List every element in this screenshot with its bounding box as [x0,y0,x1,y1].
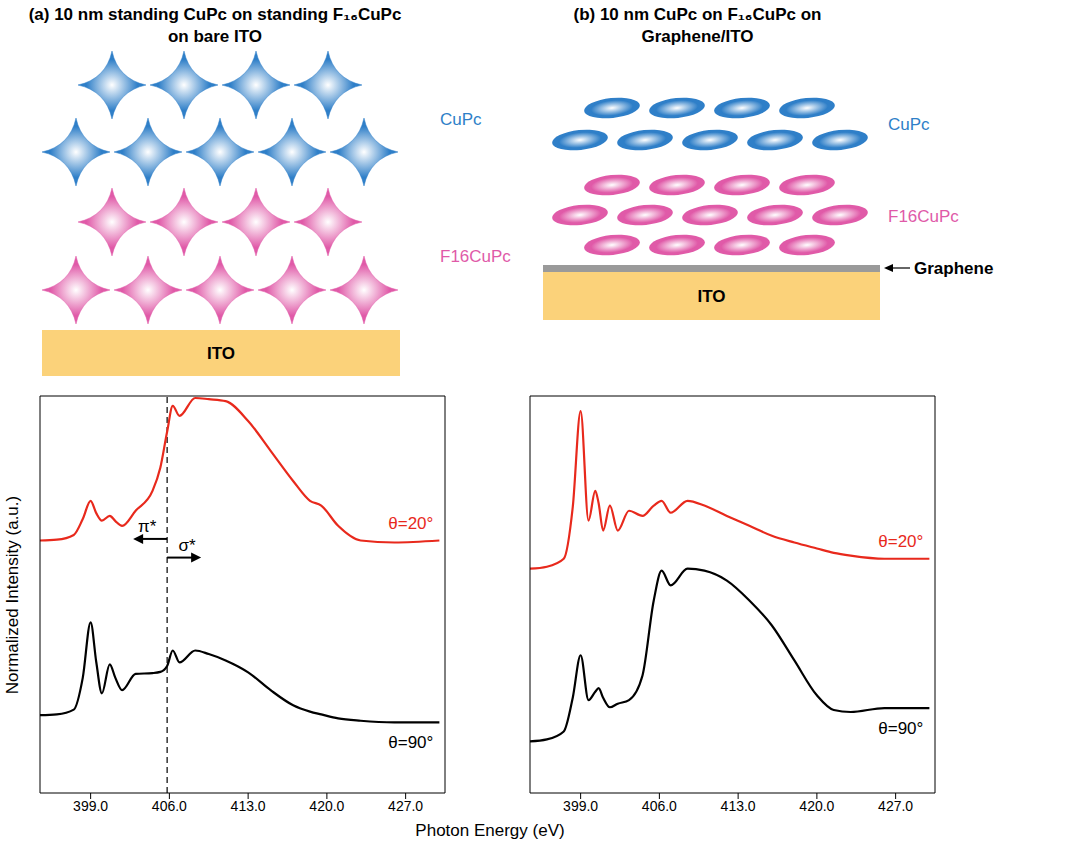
html-text:Photon Energy (eV): Photon Energy (eV) [415,821,565,840]
svg-text:F16CuPc: F16CuPc [888,207,959,226]
svg-text:CuPc: CuPc [888,115,930,134]
svg-text:420.0: 420.0 [799,798,834,814]
svg-text:Normalized Intensity (a.u.): Normalized Intensity (a.u.) [3,496,22,694]
svg-text:ITO: ITO [697,287,725,306]
svg-text:399.0: 399.0 [73,798,108,814]
svg-text:θ=90°: θ=90° [388,733,433,752]
svg-text:θ=20°: θ=20° [878,532,923,551]
svg-text:CuPc: CuPc [440,110,482,129]
svg-text:θ=20°: θ=20° [388,514,433,533]
svg-text:413.0: 413.0 [231,798,266,814]
svg-text:F16CuPc: F16CuPc [440,247,511,266]
svg-text:σ*: σ* [179,536,196,555]
svg-text:Graphene: Graphene [914,259,993,278]
svg-text:427.0: 427.0 [388,798,423,814]
html-text:(a) 10 nm standing CuPc on sta: (a) 10 nm standing CuPc on standing F₁₆C… [28,5,402,46]
svg-text:ITO: ITO [207,344,235,363]
svg-text:π*: π* [138,517,157,536]
svg-text:406.0: 406.0 [152,798,187,814]
svg-text:406.0: 406.0 [642,798,677,814]
svg-text:420.0: 420.0 [309,798,344,814]
html-text:(b) 10 nm CuPc on F₁₆CuPc on G: (b) 10 nm CuPc on F₁₆CuPc on Graphene/IT… [573,5,822,46]
svg-text:427.0: 427.0 [878,798,913,814]
svg-text:θ=90°: θ=90° [878,719,923,738]
svg-text:399.0: 399.0 [563,798,598,814]
svg-text:413.0: 413.0 [721,798,756,814]
